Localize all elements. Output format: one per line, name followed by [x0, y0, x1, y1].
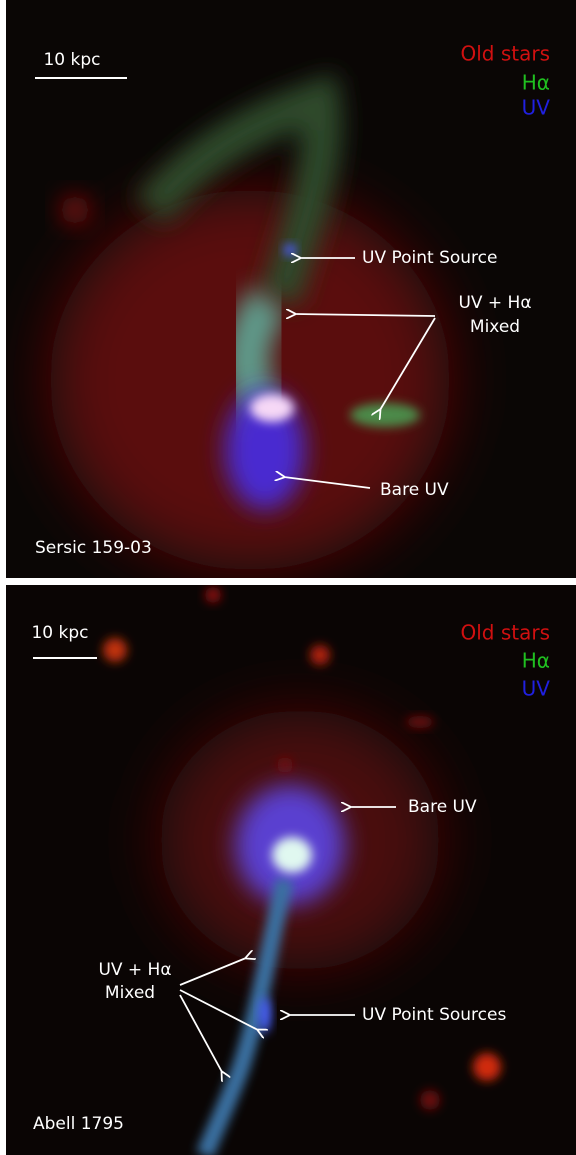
legend-old-stars: Old stars [460, 42, 550, 66]
legend-halpha: Hα [522, 71, 550, 95]
panel-name: Sersic 159-03 [35, 538, 152, 558]
legend-uv: UV [522, 677, 551, 701]
panel-sersic: 10 kpc Old stars Hα UV UV Point Source U… [6, 0, 576, 578]
annotation: UV + Hα [98, 960, 171, 980]
legend-old-stars: Old stars [460, 621, 550, 645]
annotation: Mixed [470, 317, 520, 337]
legend-uv: UV [522, 96, 551, 120]
annotation: Bare UV [380, 480, 449, 500]
arrow [179, 989, 258, 1030]
panel-abell: 10 kpc Old stars Hα UV Bare UV UV + Hα M… [6, 585, 576, 1155]
annotation: UV + Hα [458, 293, 531, 313]
scale-label: 10 kpc [43, 50, 100, 70]
arrow [179, 958, 246, 986]
arrow [380, 317, 436, 410]
arrow [295, 314, 436, 316]
annotation: Mixed [105, 983, 155, 1003]
annotation: Bare UV [408, 797, 477, 817]
annotation: UV Point Source [362, 248, 497, 268]
annotation: UV Point Sources [362, 1005, 506, 1025]
image-glow [50, 73, 450, 570]
image-glow [103, 587, 501, 1155]
arrow [179, 994, 222, 1072]
legend-halpha: Hα [522, 649, 550, 673]
scale-label: 10 kpc [31, 623, 88, 643]
panel-name: Abell 1795 [33, 1114, 124, 1134]
arrow [284, 477, 371, 489]
